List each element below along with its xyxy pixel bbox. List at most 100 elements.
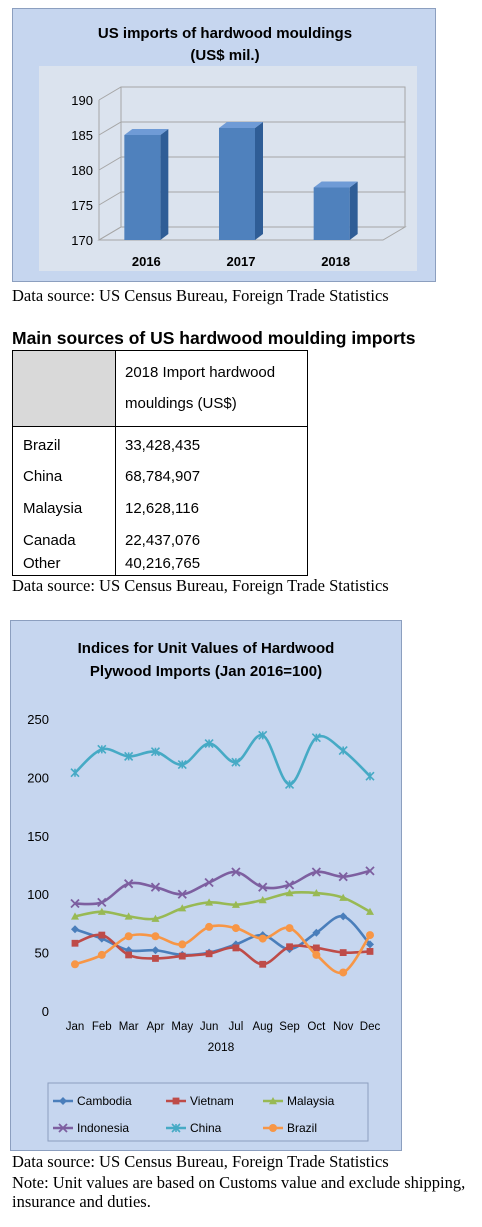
- series-china: [70, 730, 375, 789]
- data-point: [150, 747, 161, 757]
- data-point: [285, 924, 294, 933]
- bar-side-face: [255, 122, 263, 240]
- line-x-tick-label: Jul: [229, 1021, 244, 1033]
- line-chart-title-line: Indices for Unit Values of Hardwood: [78, 640, 335, 657]
- legend-label: Brazil: [287, 1121, 317, 1135]
- data-point: [365, 866, 375, 876]
- bar: [124, 129, 169, 240]
- data-point: [258, 882, 268, 892]
- bar-side-face: [349, 181, 358, 240]
- data-point: [338, 745, 348, 756]
- legend-marker: [269, 1097, 277, 1105]
- series-malaysia: [71, 889, 374, 922]
- line-chart-svg: Indices for Unit Values of Hardwood Plywo…: [27, 640, 380, 1142]
- bar: [219, 122, 263, 240]
- data-point: [285, 889, 294, 897]
- legend-item: Malaysia: [263, 1094, 335, 1108]
- table-header-blank: [12, 350, 116, 427]
- data-point: [97, 950, 106, 959]
- moulding-sources-table: 2018 Import hardwood mouldings (US$) Bra…: [12, 350, 308, 576]
- data-point: [177, 759, 187, 770]
- plywood-unit-value-line-chart: Indices for Unit Values of Hardwood Plywo…: [10, 620, 402, 1151]
- moulding-imports-bar-chart: US imports of hardwood mouldings (US$ mil…: [12, 8, 436, 282]
- bar-y-tick-label: 170: [71, 233, 93, 248]
- legend-marker: [269, 1124, 277, 1132]
- bar: [313, 181, 358, 240]
- line-y-tick-label: 50: [35, 946, 49, 961]
- line-y-tick-label: 0: [42, 1004, 49, 1019]
- table-row-value: 22,437,076: [125, 532, 201, 549]
- legend-item: Cambodia: [53, 1094, 132, 1108]
- legend-marker: [59, 1097, 67, 1105]
- line-x-tick-label: May: [171, 1021, 193, 1033]
- bar-x-tick-label: 2018: [321, 254, 350, 269]
- data-point: [286, 943, 293, 951]
- bar-side-face: [160, 129, 169, 240]
- data-point: [177, 889, 187, 899]
- data-source-note-3: Data source: US Census Bureau, Foreign T…: [12, 1152, 389, 1171]
- data-point: [311, 733, 321, 743]
- bar-front-face: [313, 187, 350, 240]
- table-header-line2: mouldings (US$): [125, 395, 237, 412]
- legend-item: Vietnam: [166, 1094, 234, 1108]
- legend-label: Indonesia: [77, 1121, 129, 1135]
- data-point: [98, 931, 106, 939]
- data-point: [205, 950, 213, 958]
- line-y-tick-label: 150: [27, 829, 49, 844]
- data-point: [339, 912, 348, 921]
- line-x-tick-label: Apr: [147, 1021, 165, 1033]
- line-chart-title-line: Plywood Imports (Jan 2016=100): [90, 663, 322, 680]
- table-country-column: Brazil China Malaysia Canada Other: [12, 426, 116, 576]
- data-point: [258, 896, 267, 904]
- bar-top-face: [313, 181, 358, 188]
- bar-x-tick-label: 2017: [227, 254, 256, 269]
- data-point: [124, 751, 134, 761]
- line-x-axis-title: 2018: [208, 1040, 235, 1054]
- table-header-line1: 2018 Import hardwood: [125, 364, 276, 381]
- legend-label: Malaysia: [287, 1094, 335, 1108]
- bar-y-tick-label: 175: [71, 198, 93, 213]
- data-point: [71, 925, 79, 934]
- data-point: [125, 951, 133, 959]
- bar-chart-title-line: US imports of hardwood mouldings: [98, 25, 352, 42]
- series-vietnam: [71, 931, 374, 968]
- data-point: [312, 928, 321, 937]
- data-point: [70, 768, 80, 778]
- data-point: [258, 934, 267, 943]
- legend-box: [47, 1082, 369, 1142]
- data-point: [231, 900, 240, 908]
- table-body-row: Brazil China Malaysia Canada Other 33,42…: [12, 426, 308, 576]
- data-point: [124, 946, 133, 955]
- data-point: [151, 914, 160, 922]
- data-point: [178, 952, 186, 960]
- data-point: [152, 955, 159, 962]
- data-point: [231, 757, 241, 767]
- data-point: [71, 939, 79, 947]
- bar-gridline: [98, 156, 405, 171]
- bar-top-face: [124, 129, 169, 135]
- data-point: [71, 912, 79, 920]
- table-row-country: Malaysia: [23, 500, 83, 517]
- data-point: [151, 932, 160, 941]
- legend-label: China: [190, 1121, 222, 1135]
- data-point: [231, 867, 241, 877]
- bar-x-tick-label: 2016: [132, 254, 161, 269]
- series-indonesia: [70, 866, 375, 909]
- series-cambodia: [71, 912, 374, 959]
- legend-item: China: [166, 1121, 222, 1135]
- data-point: [204, 877, 214, 888]
- table-row-value: 33,428,435: [125, 437, 201, 454]
- data-point: [312, 944, 320, 952]
- legend-item: Indonesia: [53, 1121, 129, 1135]
- series-line: [74, 734, 371, 786]
- series-brazil: [71, 922, 374, 977]
- line-x-tick-label: Nov: [333, 1021, 354, 1033]
- unit-value-footnote: Note: Unit values are based on Customs v…: [12, 1173, 466, 1211]
- series-line: [74, 869, 371, 906]
- data-point: [231, 924, 240, 933]
- line-y-tick-label: 250: [27, 712, 49, 727]
- data-point: [284, 880, 295, 890]
- legend-marker: [171, 1123, 181, 1133]
- data-point: [150, 882, 161, 892]
- bar-chart-svg: US imports of hardwood mouldings (US$ mil…: [39, 25, 417, 271]
